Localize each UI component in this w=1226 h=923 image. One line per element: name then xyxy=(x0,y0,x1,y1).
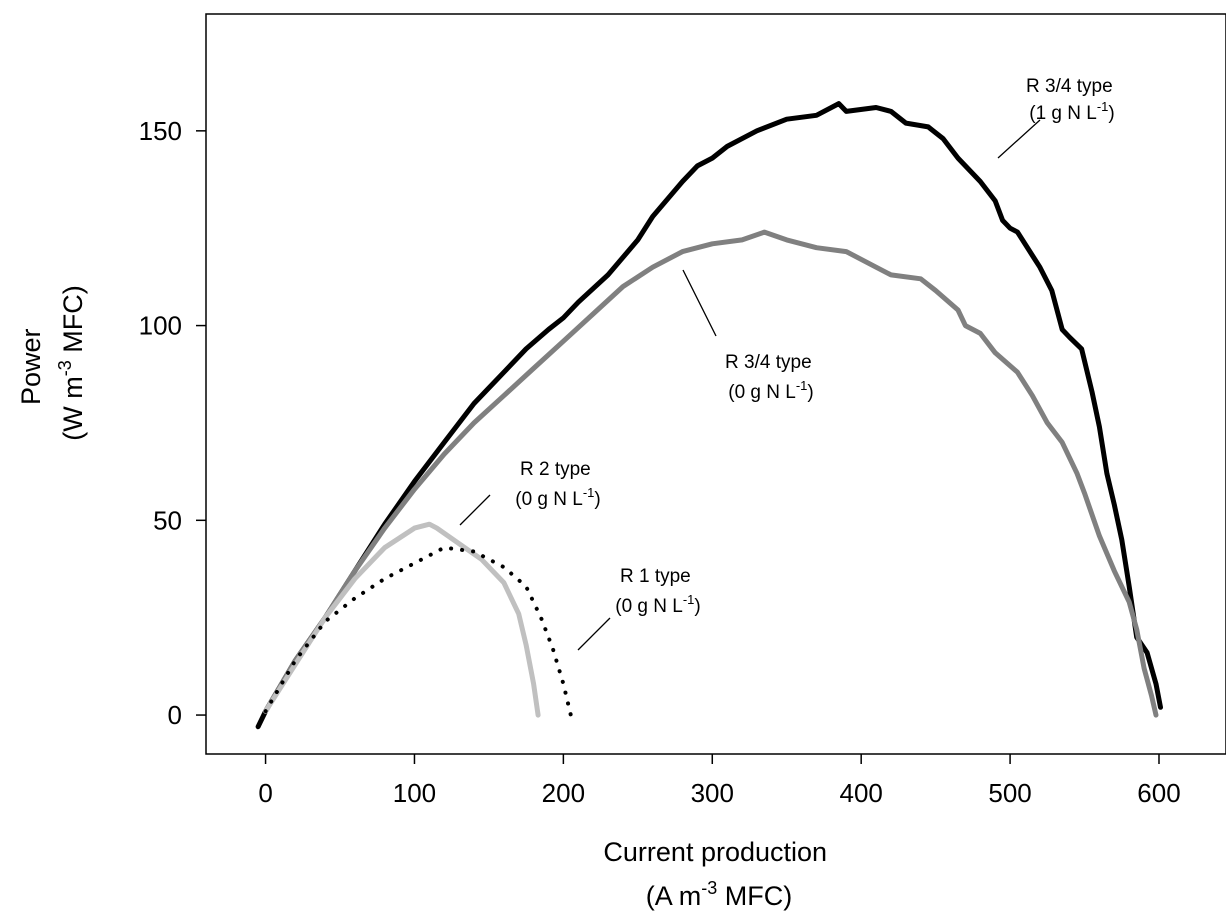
y-axis-title-line1: Power xyxy=(16,328,46,405)
annotation-r1-0g-line2: (0 g N L-1) xyxy=(615,592,700,617)
series-r34-1g xyxy=(255,101,1163,730)
annotation-r2-0g-line1: R 2 type xyxy=(520,459,591,480)
annotation-r34-0g-line1: R 3/4 type xyxy=(725,352,812,373)
y-tick-label: 0 xyxy=(168,700,182,730)
y-tick-label: 50 xyxy=(153,505,182,535)
leader-line-r34-0g xyxy=(682,269,717,337)
leader-line-r2-0g xyxy=(459,494,491,526)
x-axis-title-line1: Current production xyxy=(603,837,827,867)
x-axis-title: Current production (A m-3 MFC) xyxy=(603,837,834,911)
x-tick-label: 100 xyxy=(393,778,436,808)
leader-line-r1-0g xyxy=(577,617,611,651)
leader-layer xyxy=(459,119,1041,651)
y-axis-title: Power (W m-3 MFC) xyxy=(16,285,88,440)
x-tick-label: 500 xyxy=(988,778,1031,808)
x-tick-label: 600 xyxy=(1137,778,1180,808)
series-layer xyxy=(255,101,1163,730)
y-axis-title-line2: (W m-3 MFC) xyxy=(55,285,88,440)
leader-line-r34-1g xyxy=(997,119,1041,159)
plot-frame xyxy=(205,13,1226,755)
annotation-r34-1g-line2: (1 g N L-1) xyxy=(1029,99,1114,124)
annotation-r34-0g-line2: (0 g N L-1) xyxy=(728,378,813,403)
annotation-r1-0g: R 1 type (0 g N L-1) xyxy=(615,566,700,617)
annotation-r34-1g: R 3/4 type (1 g N L-1) xyxy=(1026,76,1118,124)
y-tick-label: 150 xyxy=(139,116,182,146)
annotation-r34-0g: R 3/4 type (0 g N L-1) xyxy=(725,352,817,403)
x-tick-label: 200 xyxy=(542,778,585,808)
annotation-r1-0g-line1: R 1 type xyxy=(620,566,691,587)
annotation-r34-1g-line1: R 3/4 type xyxy=(1026,76,1113,97)
series-r2-0g xyxy=(263,521,541,718)
annotation-r2-0g: R 2 type (0 g N L-1) xyxy=(515,459,600,510)
x-tick-label: 0 xyxy=(258,778,272,808)
y-tick-label: 100 xyxy=(139,311,182,341)
annotation-r2-0g-line2: (0 g N L-1) xyxy=(515,485,600,510)
ticks-layer: 0 100 200 300 400 500 600 0 50 100 150 xyxy=(139,116,1181,808)
series-r34-0g xyxy=(263,229,1159,718)
x-tick-label: 300 xyxy=(691,778,734,808)
x-tick-label: 400 xyxy=(839,778,882,808)
x-axis-title-line2: (A m-3 MFC) xyxy=(646,878,793,911)
